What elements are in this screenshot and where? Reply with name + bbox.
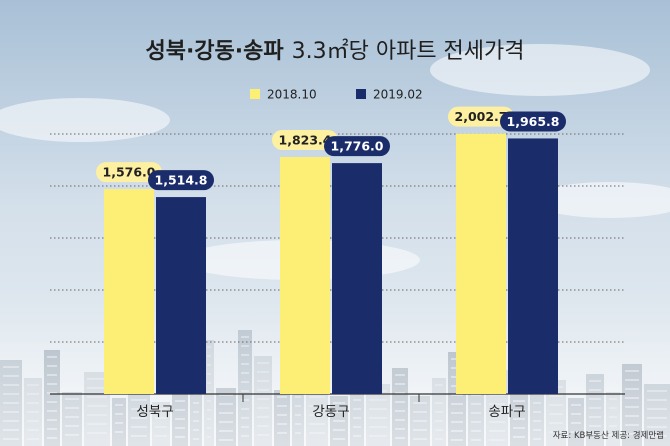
bars bbox=[104, 133, 558, 395]
data-label: 1,576.0 bbox=[103, 165, 156, 180]
data-label: 1,823.4 bbox=[279, 132, 332, 147]
bar bbox=[332, 163, 382, 394]
data-label: 1,776.0 bbox=[331, 139, 384, 154]
data-label-pill bbox=[500, 111, 566, 132]
bar bbox=[456, 133, 506, 395]
data-label: 1,965.8 bbox=[507, 114, 560, 129]
x-tick-label: 성북구 bbox=[136, 404, 173, 420]
title-bold-part: 성북·강동·송파 bbox=[145, 39, 284, 64]
data-label-pill bbox=[324, 136, 390, 157]
chart-title: 성북·강동·송파 3.3㎡당 아파트 전세가격 bbox=[145, 38, 524, 64]
bar bbox=[280, 156, 330, 394]
data-labels: 1,576.01,514.8 1,823.4 1,776.0 2,002.7 1,965… bbox=[96, 106, 566, 191]
x-tick-label: 강동구 bbox=[312, 404, 349, 420]
data-label-pill bbox=[272, 129, 338, 150]
data-label: 1,514.8 bbox=[155, 173, 208, 188]
legend-label: 2019.02 bbox=[373, 88, 423, 102]
legend-swatch bbox=[250, 89, 260, 99]
bar bbox=[156, 197, 206, 394]
source-note: 자료: KB부동산 제공: 경제만랩 bbox=[553, 430, 664, 441]
data-label: 2,002.7 bbox=[455, 109, 508, 124]
bar bbox=[508, 138, 558, 394]
data-label-pill bbox=[96, 162, 162, 183]
legend-swatch bbox=[356, 89, 366, 99]
legend-label: 2018.10 bbox=[267, 88, 317, 102]
title-rest-part: 3.3㎡당 아파트 전세가격 bbox=[292, 38, 525, 64]
data-label-pill bbox=[148, 170, 214, 191]
bar bbox=[104, 189, 154, 394]
legend: 2018.10 2019.02 bbox=[250, 88, 423, 102]
x-tick-label: 송파구 bbox=[488, 404, 525, 420]
data-label-pill bbox=[448, 106, 514, 127]
x-tick-labels: 성북구 강동구 송파구 bbox=[136, 404, 525, 420]
